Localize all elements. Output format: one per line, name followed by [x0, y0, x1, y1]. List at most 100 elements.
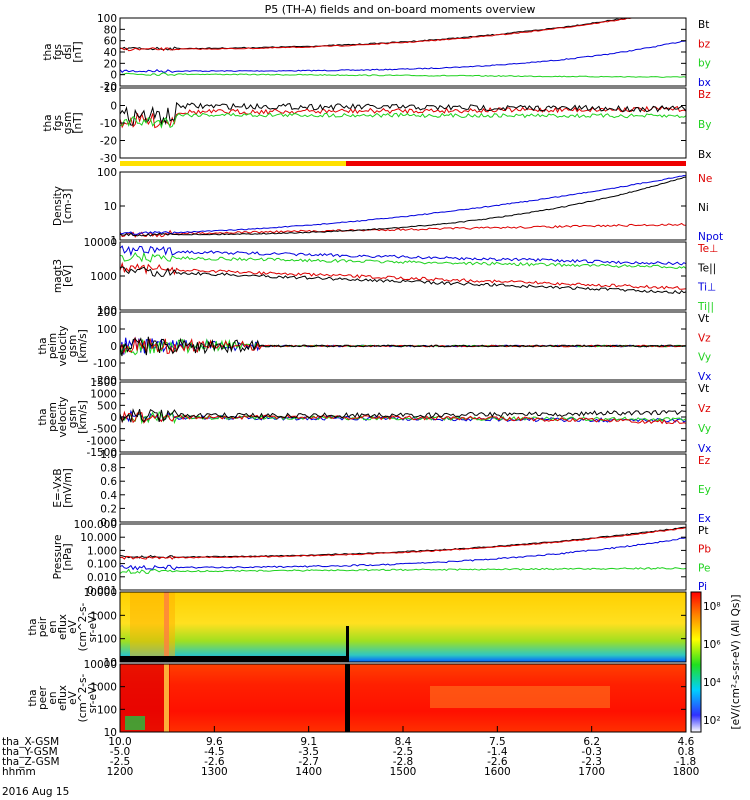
footer-value: 1700 — [578, 766, 605, 778]
colorbar-bar — [690, 591, 702, 733]
y-axis-label: peer — [37, 685, 49, 710]
peir-gap-line — [346, 626, 349, 662]
y-tick-label: 10 — [104, 727, 117, 739]
footer-value: 1500 — [390, 766, 417, 778]
series-pressure-blue — [119, 537, 687, 571]
y-axis-label: [nT] — [72, 112, 84, 133]
y-tick-label: 0 — [110, 70, 117, 82]
legend-Ti||: Ti|| — [697, 301, 714, 313]
y-axis-label: sr-eV) — [87, 612, 99, 643]
y-tick-label: 100 — [97, 305, 117, 317]
y-tick-label: -100 — [93, 358, 117, 370]
series-peem_vel-black — [119, 408, 687, 423]
y-axis-label: peem — [47, 402, 59, 432]
y-tick-label: 0.0 — [100, 517, 117, 529]
legend-bz: bz — [698, 38, 711, 50]
y-tick-label: 40 — [104, 47, 117, 59]
y-tick-label: 10000 — [84, 659, 117, 671]
y-axis-label: tha — [42, 43, 54, 60]
panel-frame — [119, 17, 687, 87]
y-tick-label: -20 — [100, 81, 117, 93]
legend-Ey: Ey — [698, 484, 711, 496]
y-tick-label: 1500 — [90, 377, 117, 389]
colorbar-tick: 10⁶ — [703, 639, 721, 651]
footer-value: -2.5 — [393, 746, 414, 758]
footer-value: -2.6 — [204, 756, 225, 768]
y-tick-label: 100 — [97, 324, 117, 336]
panel-frame — [119, 523, 687, 591]
y-axis-label: tha — [27, 618, 39, 635]
footer-value: 1800 — [673, 766, 700, 778]
y-tick-label: 20 — [104, 58, 117, 70]
y-axis-label: dsl — [62, 44, 74, 59]
y-tick-label: -1000 — [86, 435, 117, 447]
legend-By: By — [698, 119, 711, 131]
y-tick-label: 80 — [104, 24, 117, 36]
series-density-blue — [119, 174, 687, 235]
y-tick-label: 0.001 — [87, 585, 117, 597]
colorbar-tick: 10⁸ — [703, 601, 721, 613]
y-axis-label: eflux — [57, 685, 69, 711]
series-density-black — [119, 176, 687, 237]
y-axis-label: velocity — [57, 325, 69, 366]
y-axis-label: sr-eV) — [87, 683, 99, 714]
footer-value: 9.6 — [206, 736, 223, 748]
y-tick-label: 500 — [97, 400, 117, 412]
y-axis-label: en — [47, 691, 59, 704]
y-tick-label: 100 — [97, 167, 117, 179]
panel-efield: 1.0 0.80.6 0.40.2 0.0 E=-VxB[mV/m] Ez Ey Ex — [52, 449, 711, 529]
y-axis-label: fgs — [52, 44, 64, 60]
panel-temp: 10000 1000 100 magt3[eV] Te⊥ Te|| Ti⊥ Ti|| — [52, 237, 718, 317]
y-tick-label: 1.000 — [87, 545, 117, 557]
y-axis-label: [nT] — [72, 41, 84, 62]
footer-row-name: tha_Z-GSM — [2, 756, 60, 768]
series-fgs_dsl-red — [119, 17, 686, 52]
footer-value: 6.2 — [583, 736, 600, 748]
legend-Bt: Bt — [698, 19, 709, 31]
legend-by: by — [698, 58, 711, 70]
footer-value: -2.6 — [487, 756, 508, 768]
y-axis-label: tha — [37, 337, 49, 354]
y-axis-label: [mV/m] — [62, 468, 74, 507]
series-fgs_dsl-black — [119, 17, 686, 51]
footer-value: 0.8 — [678, 746, 695, 758]
colorbar: 10⁸ 10⁶ 10⁴ 10² [eV/(cm²-s-sr-eV) (All Qs)] — [690, 591, 742, 733]
series-fgs_gsm-red — [119, 105, 687, 129]
legend-Ez: Ez — [698, 455, 711, 467]
panel-frame — [119, 87, 687, 159]
panel-density: 100 10 1 Density[cm-3] Ne Ni Npot — [52, 167, 723, 247]
y-tick-label: 10 — [104, 83, 117, 95]
mode-bar — [120, 161, 686, 166]
panel-frame — [119, 453, 687, 523]
y-tick-label: -500 — [93, 424, 117, 436]
y-tick-label: 0.010 — [87, 572, 117, 584]
y-tick-label: 1000 — [90, 389, 117, 401]
y-tick-label: 0.100 — [87, 559, 117, 571]
legend-Bz: Bz — [698, 89, 711, 101]
footer-value: 1200 — [107, 766, 134, 778]
y-tick-label: 100 — [97, 13, 117, 25]
legend-Pb: Pb — [698, 544, 711, 556]
legend-Bx: Bx — [698, 149, 711, 161]
peer-low-patch — [125, 716, 145, 730]
legend-Pe: Pe — [698, 562, 710, 574]
footer-value: -2.7 — [298, 756, 319, 768]
y-tick-label: 1000 — [90, 610, 117, 622]
legend-Vt: Vt — [698, 383, 709, 395]
y-tick-label: 1000 — [90, 682, 117, 694]
y-tick-label: 0.2 — [100, 503, 117, 515]
y-axis-label: magt3 — [52, 259, 64, 293]
y-axis-label: Density — [52, 186, 64, 226]
y-axis-label: [nPa] — [62, 543, 74, 570]
y-tick-label: -10 — [100, 118, 117, 130]
series-fgs_dsl-green — [119, 72, 687, 78]
footer-value: -0.3 — [581, 746, 602, 758]
colorbar-label: [eV/(cm²-s-sr-eV) (All Qs)] — [730, 595, 742, 730]
y-axis-label: gsm — [67, 335, 79, 357]
y-tick-label: 0 — [110, 341, 117, 353]
footer-value: 4.6 — [678, 736, 695, 748]
legend-Vz: Vz — [698, 403, 711, 415]
